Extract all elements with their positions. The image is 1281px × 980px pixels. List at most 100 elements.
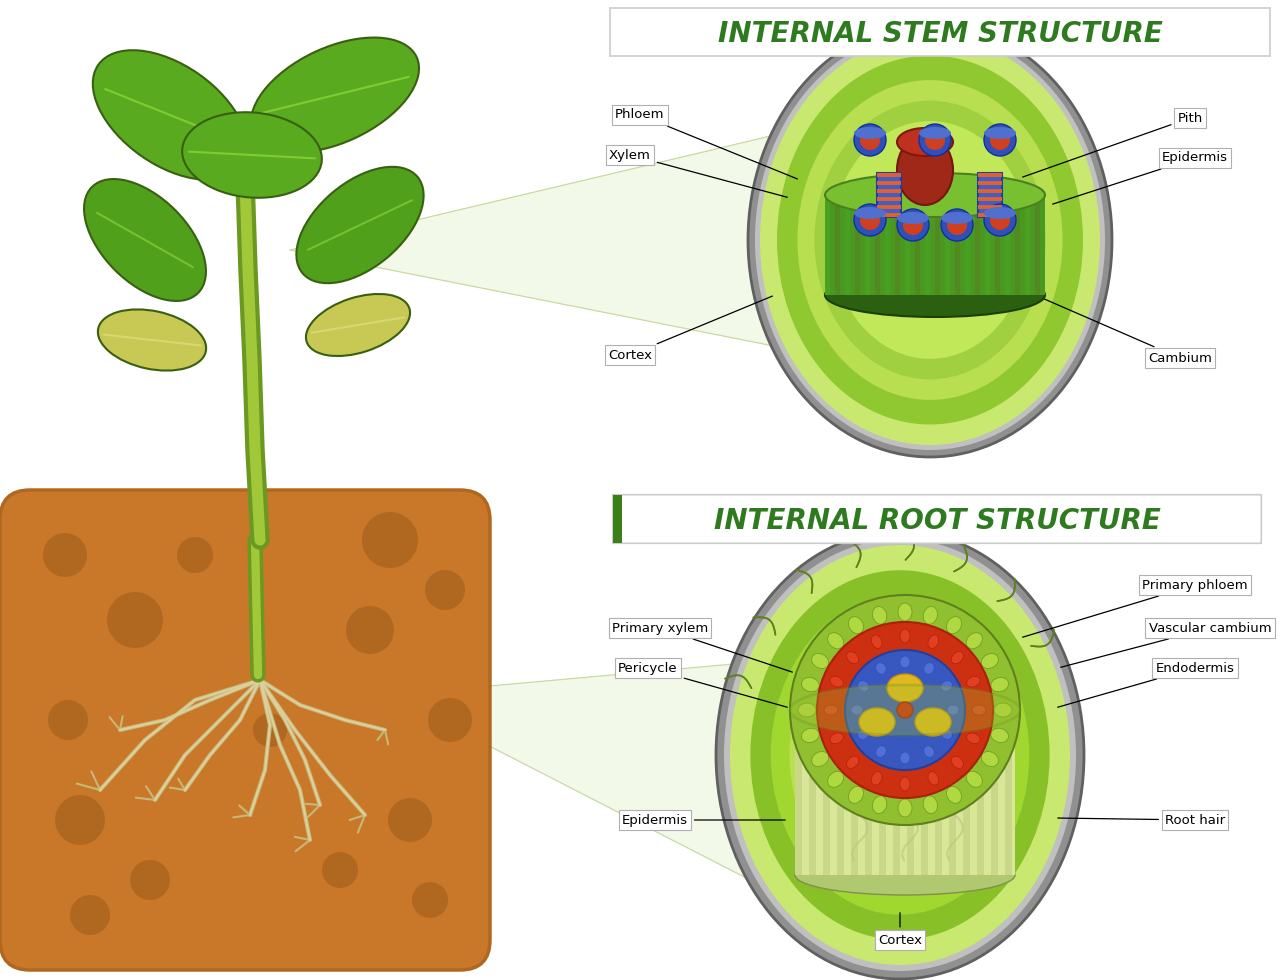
Ellipse shape: [751, 570, 1049, 940]
Ellipse shape: [251, 37, 419, 153]
Bar: [965, 195, 970, 295]
Ellipse shape: [848, 616, 863, 634]
Ellipse shape: [85, 179, 206, 301]
Ellipse shape: [97, 310, 206, 370]
Ellipse shape: [858, 681, 870, 691]
Bar: [977, 181, 1002, 185]
Circle shape: [990, 210, 1009, 230]
Ellipse shape: [952, 757, 963, 768]
Text: Xylem: Xylem: [608, 149, 788, 197]
Ellipse shape: [771, 596, 1029, 914]
Text: INTERNAL STEM STRUCTURE: INTERNAL STEM STRUCTURE: [717, 20, 1162, 48]
Ellipse shape: [871, 771, 883, 785]
Ellipse shape: [845, 650, 965, 770]
Ellipse shape: [755, 30, 1106, 450]
Ellipse shape: [940, 681, 952, 691]
Ellipse shape: [897, 128, 953, 156]
Bar: [893, 710, 901, 875]
Ellipse shape: [831, 122, 1029, 359]
Bar: [1015, 195, 1020, 295]
Ellipse shape: [306, 294, 410, 356]
Circle shape: [990, 130, 1009, 150]
Bar: [877, 181, 901, 185]
Ellipse shape: [947, 705, 959, 715]
Ellipse shape: [716, 531, 1084, 979]
Ellipse shape: [952, 652, 963, 663]
Circle shape: [925, 130, 945, 150]
Ellipse shape: [872, 796, 886, 813]
Ellipse shape: [296, 167, 424, 283]
Bar: [904, 195, 910, 295]
Bar: [895, 195, 901, 295]
Ellipse shape: [871, 635, 883, 649]
Ellipse shape: [825, 173, 1045, 217]
Ellipse shape: [828, 633, 844, 649]
Circle shape: [47, 700, 88, 740]
Bar: [796, 710, 1015, 875]
Ellipse shape: [858, 729, 870, 739]
Circle shape: [129, 860, 170, 900]
Bar: [877, 197, 901, 201]
Ellipse shape: [790, 595, 1020, 825]
Circle shape: [177, 537, 213, 573]
Bar: [977, 197, 1002, 201]
Ellipse shape: [854, 127, 886, 139]
Bar: [977, 205, 1002, 209]
Bar: [907, 710, 915, 875]
Ellipse shape: [796, 855, 1015, 895]
Ellipse shape: [182, 113, 322, 198]
Text: Pericycle: Pericycle: [619, 662, 788, 708]
Ellipse shape: [854, 207, 886, 219]
Ellipse shape: [966, 771, 983, 787]
Ellipse shape: [825, 273, 1045, 317]
Bar: [865, 195, 870, 295]
Ellipse shape: [990, 677, 1008, 692]
Ellipse shape: [972, 705, 986, 715]
Bar: [945, 195, 951, 295]
Ellipse shape: [947, 616, 962, 634]
Ellipse shape: [802, 677, 820, 692]
Circle shape: [897, 209, 929, 241]
Ellipse shape: [797, 80, 1063, 400]
Text: Primary xylem: Primary xylem: [612, 621, 793, 672]
Circle shape: [70, 895, 110, 935]
Bar: [877, 205, 901, 209]
Ellipse shape: [924, 662, 934, 674]
Circle shape: [363, 512, 418, 568]
Polygon shape: [389, 661, 772, 892]
Ellipse shape: [789, 618, 1011, 892]
Ellipse shape: [984, 207, 1016, 219]
Circle shape: [322, 852, 357, 888]
Bar: [825, 195, 1045, 295]
Text: Cortex: Cortex: [877, 912, 922, 947]
Circle shape: [860, 210, 880, 230]
Ellipse shape: [981, 752, 998, 766]
Bar: [925, 195, 930, 295]
Ellipse shape: [966, 633, 983, 649]
Bar: [1006, 195, 1009, 295]
Circle shape: [860, 130, 880, 150]
Circle shape: [108, 592, 163, 648]
Circle shape: [897, 702, 913, 718]
Circle shape: [254, 713, 287, 747]
Ellipse shape: [901, 656, 910, 668]
Bar: [977, 173, 1002, 217]
Bar: [956, 195, 959, 295]
Bar: [879, 710, 886, 875]
Ellipse shape: [967, 676, 980, 687]
Ellipse shape: [876, 746, 886, 758]
Circle shape: [44, 533, 87, 577]
Ellipse shape: [730, 545, 1070, 965]
Text: INTERNAL ROOT STRUCTURE: INTERNAL ROOT STRUCTURE: [714, 507, 1161, 535]
Circle shape: [428, 698, 471, 742]
Text: Pith: Pith: [1022, 112, 1203, 177]
Ellipse shape: [898, 603, 912, 621]
Bar: [851, 710, 858, 875]
Bar: [995, 195, 1000, 295]
Circle shape: [854, 124, 886, 156]
Bar: [877, 213, 901, 217]
Ellipse shape: [812, 752, 829, 766]
Circle shape: [903, 215, 924, 235]
Bar: [935, 710, 942, 875]
Text: Phloem: Phloem: [615, 109, 798, 179]
